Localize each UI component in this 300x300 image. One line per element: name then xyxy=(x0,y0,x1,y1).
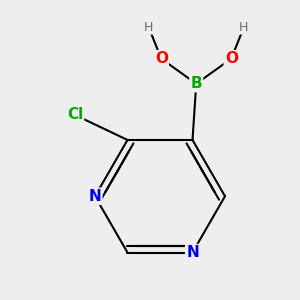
Text: H: H xyxy=(239,21,248,34)
Text: O: O xyxy=(155,51,168,66)
Text: B: B xyxy=(190,76,202,91)
Text: N: N xyxy=(88,189,101,204)
Text: Cl: Cl xyxy=(67,107,83,122)
Text: H: H xyxy=(144,21,153,34)
Text: N: N xyxy=(186,245,199,260)
Text: O: O xyxy=(225,51,238,66)
